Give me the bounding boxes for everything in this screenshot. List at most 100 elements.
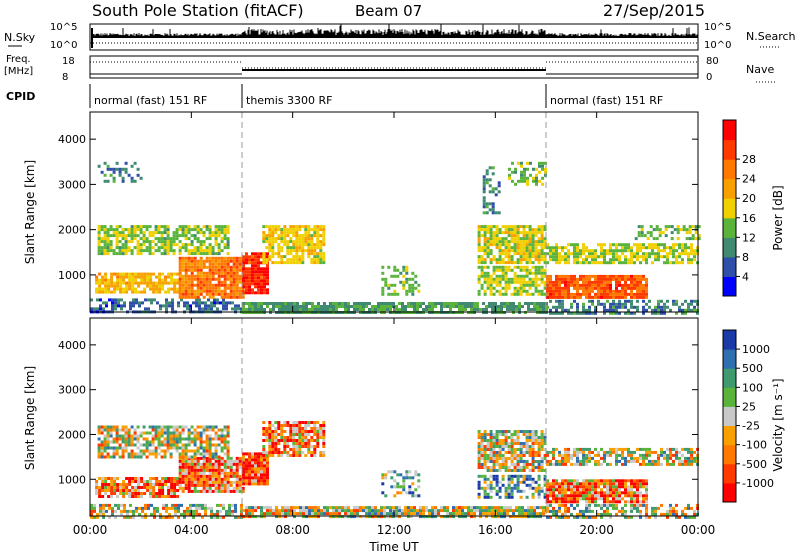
range-gate-cell [208, 271, 212, 275]
range-gate-cell [666, 252, 669, 256]
range-gate-cell [416, 305, 419, 308]
range-gate-cell [220, 268, 224, 272]
range-gate-cell [540, 258, 544, 262]
range-gate-cell [280, 234, 284, 238]
range-gate-cell [131, 495, 135, 498]
range-gate-cell [540, 274, 544, 278]
range-gate-cell [260, 479, 263, 483]
range-gate-cell [292, 225, 296, 229]
range-gate-cell [549, 286, 552, 290]
range-gate-cell [229, 280, 233, 284]
range-gate-cell [245, 279, 248, 283]
range-gate-cell [416, 512, 419, 516]
range-gate-cell [190, 425, 194, 429]
range-gate-cell [425, 305, 428, 308]
range-gate-cell [217, 465, 221, 469]
range-gate-cell [612, 255, 615, 259]
range-gate-cell [368, 506, 371, 510]
range-gate-cell [102, 301, 105, 305]
range-gate-cell [531, 231, 535, 235]
range-gate-cell [139, 449, 143, 453]
range-gate-cell [271, 240, 275, 244]
range-gate-cell [130, 179, 134, 183]
range-gate-cell [184, 468, 188, 472]
range-gate-cell [242, 261, 245, 265]
range-gate-cell [410, 506, 413, 510]
range-gate-cell [128, 272, 132, 276]
range-gate-cell [157, 237, 161, 241]
range-gate-cell [248, 279, 251, 283]
range-gate-cell [307, 424, 311, 427]
range-gate-cell [304, 454, 308, 457]
range-gate-cell [281, 509, 284, 513]
range-gate-cell [516, 258, 520, 262]
range-gate-cell [322, 234, 326, 238]
range-gate-cell [522, 240, 526, 244]
range-gate-cell [214, 265, 218, 269]
range-gate-cell [540, 234, 544, 238]
range-gate-cell [121, 179, 125, 183]
range-gate-cell [277, 454, 281, 457]
range-gate-cell [104, 489, 108, 492]
range-gate-cell [627, 286, 630, 290]
range-gate-cell [124, 431, 128, 435]
range-gate-cell [295, 261, 299, 265]
range-gate-cell [136, 228, 140, 232]
range-gate-cell [549, 295, 552, 299]
range-gate-cell [251, 258, 254, 262]
range-gate-cell [410, 302, 413, 305]
range-gate-cell [155, 483, 159, 486]
range-gate-cell [208, 262, 212, 266]
range-gate-cell [640, 231, 644, 235]
range-gate-cell [226, 452, 230, 456]
range-gate-cell [181, 265, 185, 269]
range-gate-cell [501, 274, 505, 278]
range-gate-cell [100, 225, 104, 229]
range-gate-cell [329, 515, 332, 519]
range-gate-cell [271, 231, 275, 235]
range-gate-cell [579, 311, 582, 315]
range-gate-cell [266, 273, 269, 277]
range-gate-cell [546, 280, 549, 284]
range-gate-cell [178, 228, 182, 232]
range-gate-cell [199, 462, 203, 466]
range-gate-cell [107, 281, 111, 285]
range-gate-cell [254, 270, 257, 274]
range-gate-cell [489, 280, 493, 284]
range-gate-cell [495, 228, 499, 232]
range-gate-cell [531, 280, 535, 284]
range-gate-cell [353, 509, 356, 513]
range-gate-cell [658, 231, 662, 235]
range-gate-cell [401, 308, 404, 311]
range-gate-cell [90, 506, 93, 510]
range-gate-cell [377, 515, 380, 519]
range-gate-cell [205, 252, 209, 256]
range-gate-cell [411, 277, 415, 281]
range-gate-cell [425, 515, 428, 519]
range-gate-cell [286, 258, 290, 262]
range-gate-cell [419, 515, 422, 519]
range-gate-cell [266, 302, 269, 305]
range-gate-cell [226, 477, 230, 481]
range-gate-cell [657, 249, 660, 253]
range-gate-cell [186, 307, 189, 311]
range-gate-cell [106, 243, 110, 247]
range-gate-cell [492, 271, 496, 275]
range-gate-cell [229, 471, 233, 475]
range-gate-cell [146, 272, 150, 276]
range-gate-cell [494, 187, 498, 191]
range-gate-cell [307, 249, 311, 253]
range-gate-cell [588, 299, 591, 303]
range-gate-cell [530, 302, 533, 305]
range-gate-cell [226, 425, 230, 429]
range-gate-cell [280, 261, 284, 265]
range-gate-cell [486, 283, 490, 287]
range-gate-cell [208, 231, 212, 235]
range-gate-cell [513, 274, 517, 278]
range-gate-cell [537, 265, 541, 269]
range-gate-cell [254, 458, 257, 462]
range-gate-cell [520, 176, 523, 180]
range-gate-cell [136, 225, 140, 229]
range-gate-cell [510, 258, 514, 262]
